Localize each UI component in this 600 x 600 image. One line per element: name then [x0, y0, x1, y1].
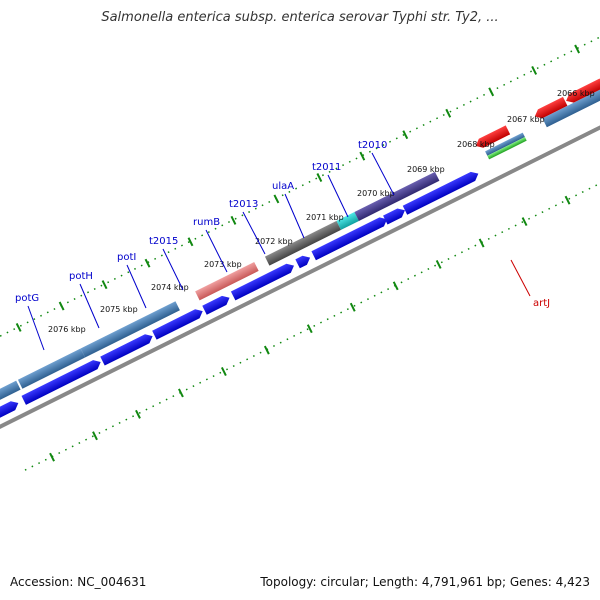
gene-bar-t2010[interactable] — [354, 171, 440, 221]
cds-arrow[interactable] — [21, 358, 102, 405]
kbp-tick-label: 2068 kbp — [457, 140, 495, 149]
cds-arrow[interactable] — [311, 215, 389, 261]
major-tick — [58, 301, 65, 311]
major-tick — [478, 238, 485, 248]
cds-arrow[interactable] — [295, 253, 312, 269]
inner-major-ticks — [49, 195, 571, 462]
gene-labels[interactable]: potG potH potI t2015 rumB t2013 ulaA t2011 t2010… — [15, 140, 550, 351]
major-tick — [359, 151, 366, 161]
major-tick — [144, 258, 151, 268]
major-tick — [316, 173, 323, 182]
cds-arrow[interactable] — [402, 169, 481, 215]
cds-arrow-reverse[interactable] — [564, 78, 600, 106]
forward-cds-row[interactable] — [0, 169, 481, 432]
major-tick — [49, 452, 55, 462]
gene-bar-potG[interactable] — [0, 380, 21, 418]
gene-leader-line — [371, 152, 395, 196]
major-tick — [230, 215, 237, 225]
gene-leader-line — [510, 259, 531, 297]
map-title: Salmonella enterica subsp. enterica sero… — [101, 10, 499, 25]
genome-backbone — [0, 84, 600, 446]
outer-major-ticks — [15, 44, 581, 332]
gene-leader-line — [162, 248, 184, 291]
major-tick — [445, 108, 452, 118]
inner-tick-ring — [24, 130, 600, 471]
outer-tick-ring — [0, 13, 600, 354]
gene-bar-ulaA[interactable] — [264, 220, 341, 266]
gene-label-t2013[interactable]: t2013 — [229, 199, 258, 210]
gene-label-potI[interactable]: potI — [117, 252, 136, 263]
gene-bar-right-1[interactable] — [542, 69, 600, 128]
gene-bar-potI[interactable] — [80, 301, 180, 358]
major-tick — [488, 87, 495, 97]
cds-arrow[interactable] — [383, 206, 407, 225]
gene-label-t2015[interactable]: t2015 — [149, 236, 178, 247]
accession-text: Accession: NC_004631 — [10, 575, 147, 589]
kbp-tick-label: 2067 kbp — [507, 115, 545, 124]
kbp-tick-label: 2075 kbp — [100, 305, 138, 314]
major-tick — [178, 388, 184, 398]
gene-leader-line — [27, 305, 45, 351]
major-tick — [101, 280, 108, 290]
major-tick — [273, 194, 280, 204]
major-tick — [15, 322, 22, 332]
major-tick — [574, 44, 581, 54]
major-tick — [220, 367, 227, 376]
kbp-tick-label: 2072 kbp — [255, 237, 293, 246]
gene-leader-line — [242, 211, 266, 255]
gene-bar-potH[interactable] — [17, 348, 86, 389]
genome-summary-text: Topology: circular; Length: 4,791,961 bp… — [260, 575, 590, 589]
gene-leader-line — [205, 229, 228, 273]
major-tick — [531, 65, 538, 75]
cds-arrow[interactable] — [0, 399, 21, 432]
major-tick — [135, 409, 141, 419]
gene-feature-row[interactable] — [0, 69, 600, 418]
cds-arrow-reverse[interactable] — [473, 125, 511, 150]
gene-label-potH[interactable]: potH — [69, 271, 93, 282]
major-tick — [187, 237, 194, 247]
kbp-tick-label: 2066 kbp — [557, 89, 595, 98]
kbp-tick-label: 2076 kbp — [48, 325, 86, 334]
gene-leader-line — [284, 193, 305, 239]
gene-label-rumB[interactable]: rumB — [193, 217, 220, 228]
major-tick — [306, 324, 313, 334]
gene-leader-line — [79, 283, 100, 329]
major-tick — [349, 302, 356, 312]
kbp-tick-labels: 2066 kbp 2067 kbp 2068 kbp 2069 kbp 2070 kbp… — [48, 89, 595, 334]
gene-bar-artJ-green[interactable] — [487, 137, 527, 160]
major-tick — [92, 431, 98, 441]
major-tick — [435, 259, 442, 269]
major-tick — [521, 217, 528, 227]
gene-bar-artJ[interactable] — [485, 132, 525, 156]
major-tick — [392, 281, 399, 291]
gene-leader-line — [327, 174, 349, 218]
kbp-tick-label: 2074 kbp — [151, 283, 189, 292]
kbp-tick-label: 2069 kbp — [407, 165, 445, 174]
major-tick — [402, 130, 409, 140]
kbp-tick-label: 2070 kbp — [357, 189, 395, 198]
reverse-cds-row[interactable] — [473, 61, 600, 150]
cds-arrow[interactable] — [100, 332, 155, 366]
cds-arrow-reverse[interactable] — [533, 96, 568, 121]
gene-label-artJ[interactable]: artJ — [533, 298, 550, 309]
major-tick — [564, 195, 571, 205]
cds-arrow[interactable] — [202, 293, 232, 315]
gene-label-t2010[interactable]: t2010 — [358, 140, 387, 151]
gene-leader-line — [126, 264, 147, 309]
gene-bar-t2011[interactable] — [336, 212, 359, 230]
gene-label-ulaA[interactable]: ulaA — [272, 181, 294, 192]
cds-arrow[interactable] — [230, 261, 296, 301]
gene-bar-rumB[interactable] — [195, 261, 259, 301]
major-tick — [263, 345, 270, 355]
gene-label-t2011[interactable]: t2011 — [312, 162, 341, 173]
gene-label-potG[interactable]: potG — [15, 293, 39, 304]
track-frame — [0, 13, 600, 471]
kbp-tick-label: 2071 kbp — [306, 213, 344, 222]
cds-arrow[interactable] — [152, 307, 205, 340]
